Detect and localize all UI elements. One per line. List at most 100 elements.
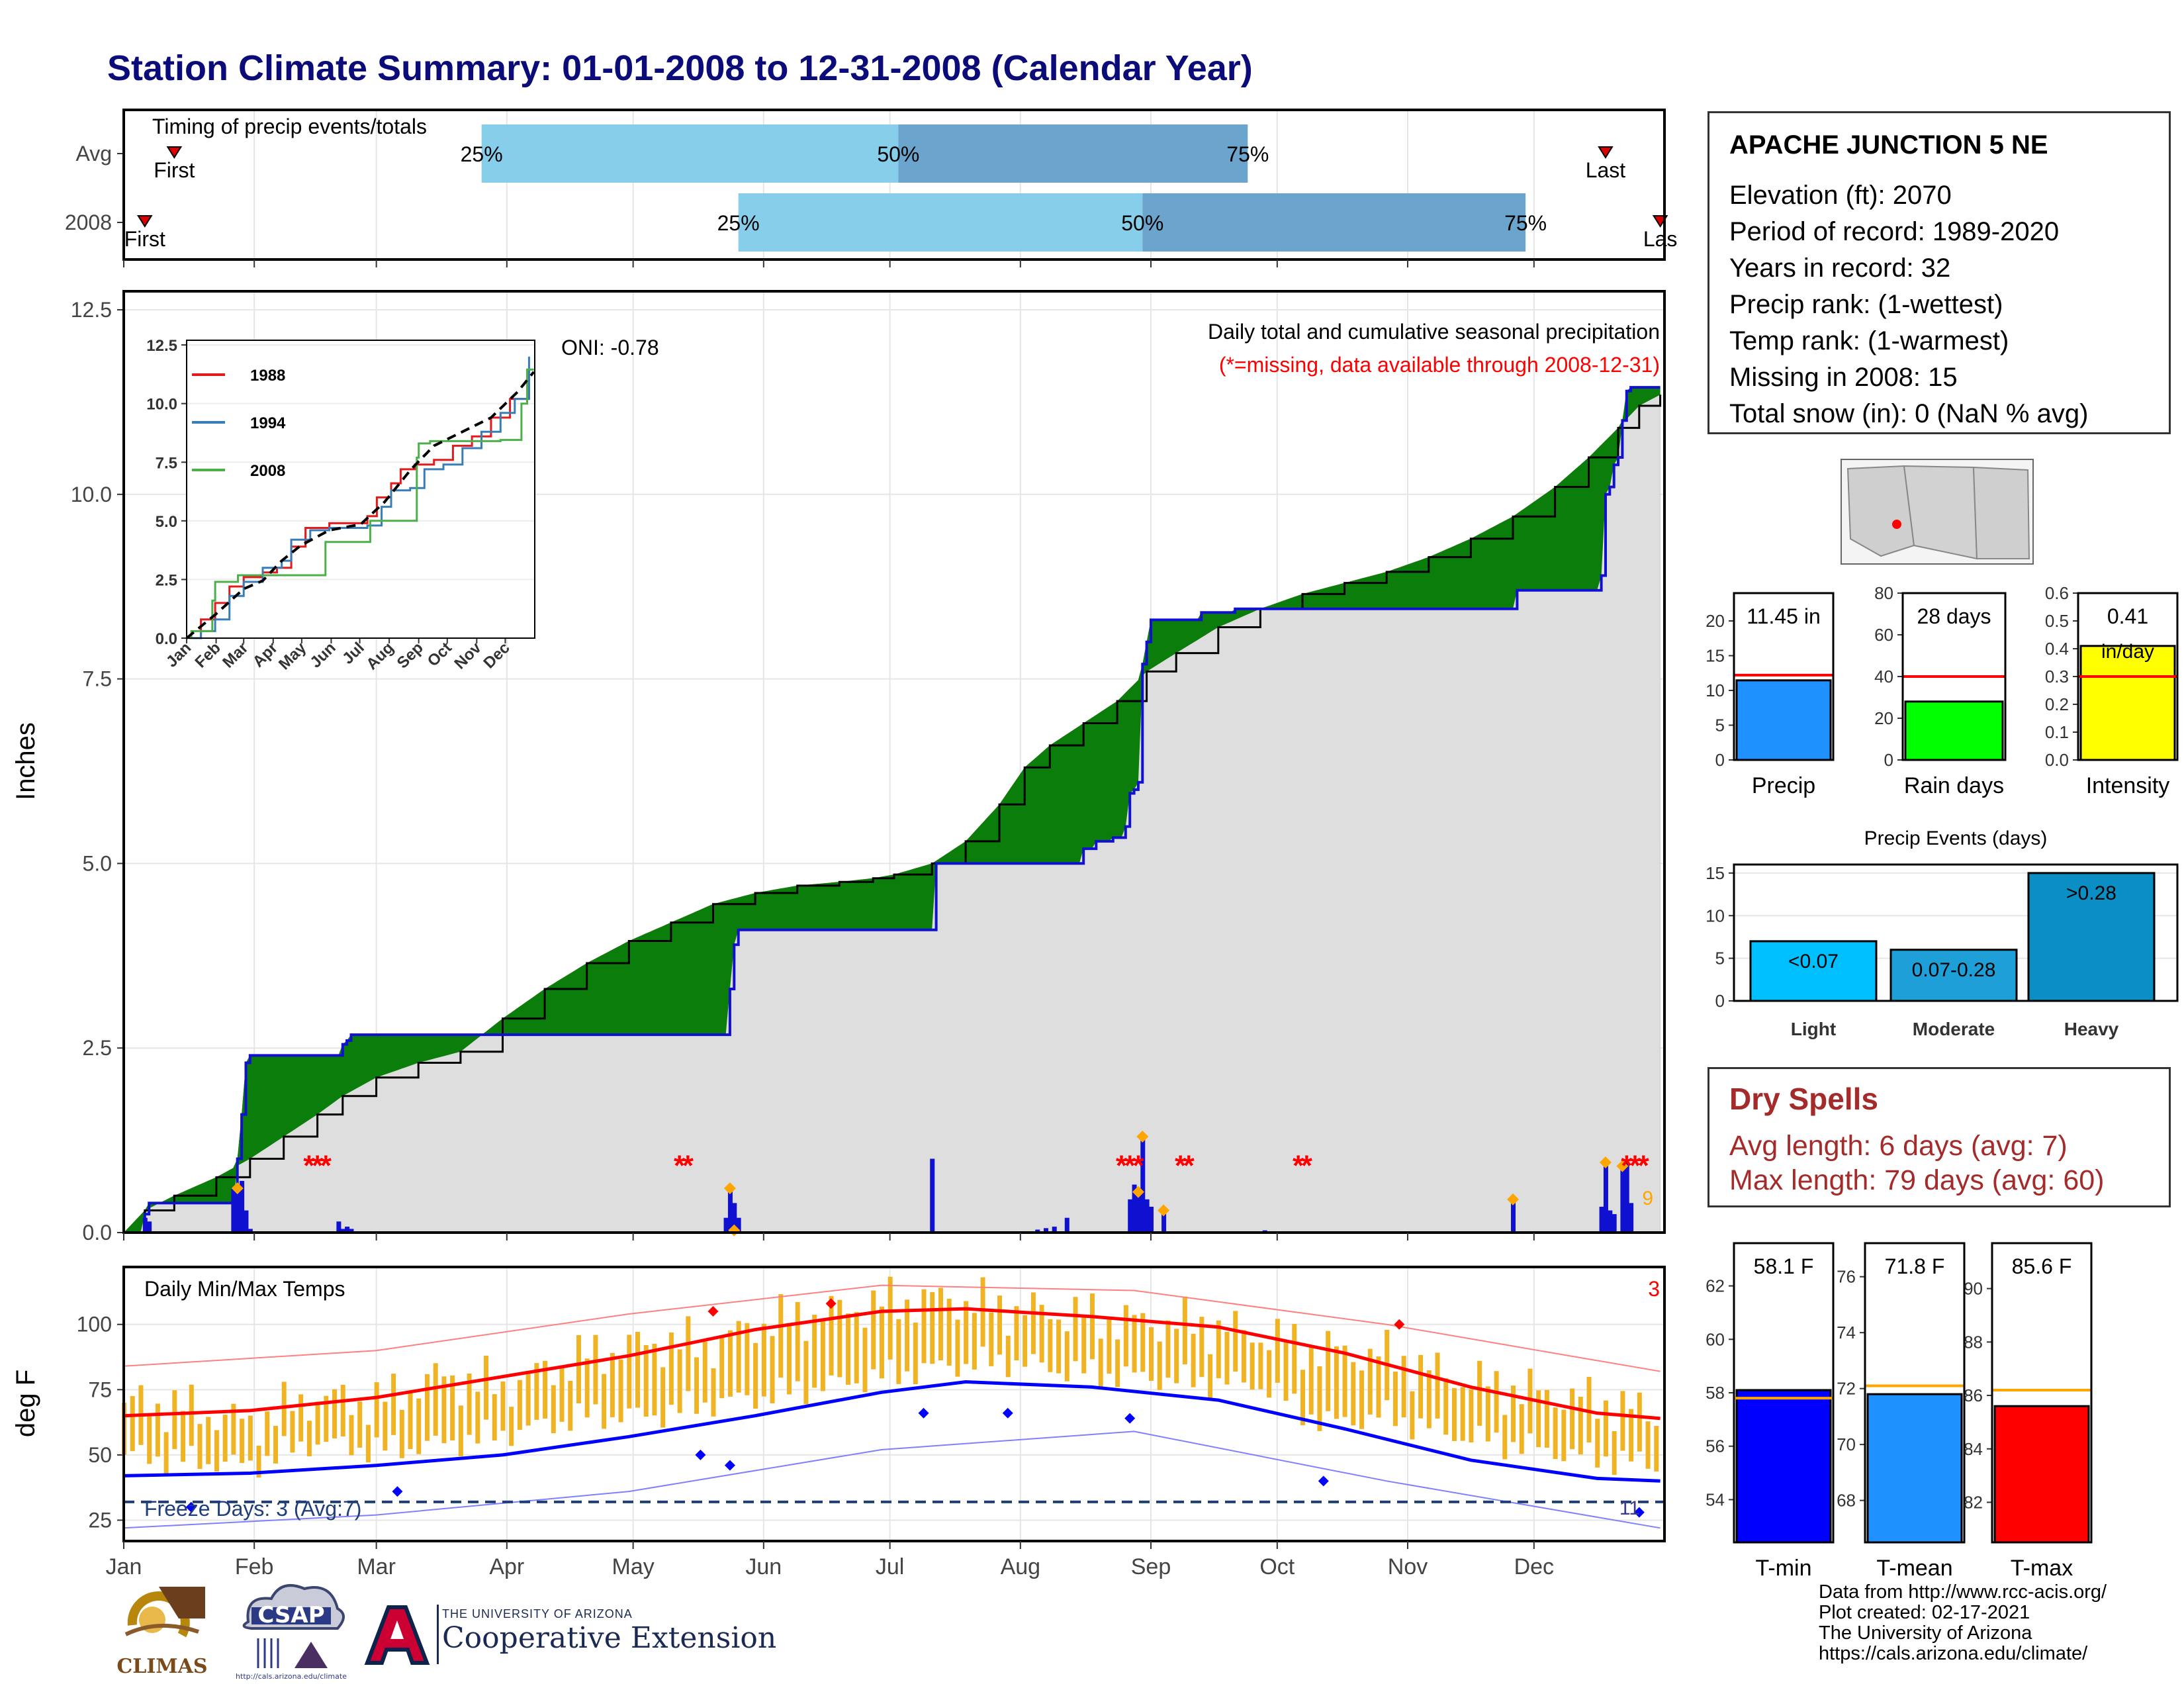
temp-daily-range-bar xyxy=(1469,1389,1474,1443)
inset-legend-label: 2008 xyxy=(250,462,285,480)
temp-daily-range-bar xyxy=(1098,1338,1103,1387)
temp-daily-range-bar xyxy=(306,1421,312,1457)
inset-ytick-label: 12.5 xyxy=(146,337,177,355)
temp-daily-range-bar xyxy=(1292,1323,1297,1394)
temp-daily-range-bar xyxy=(391,1374,396,1435)
temp-daily-range-bar xyxy=(668,1332,674,1405)
timing-label-75: 75% xyxy=(1226,142,1269,166)
inset-ytick-label: 10.0 xyxy=(146,396,177,414)
dry-spells-avg: Avg length: 6 days (avg: 7) xyxy=(1729,1130,2068,1162)
temp-chart-title: Daily Min/Max Temps xyxy=(144,1277,345,1301)
temp-daily-range-bar xyxy=(913,1322,918,1384)
temp-average-min-line xyxy=(123,1380,1661,1483)
temp-daily-range-bar xyxy=(719,1335,725,1399)
temp-daily-range-bar xyxy=(1191,1333,1196,1387)
credit-line: Plot created: 02-17-2021 xyxy=(1819,1602,2030,1623)
rain-days-value-bar xyxy=(1904,700,2004,761)
events-ytick-label: 5 xyxy=(1715,949,1725,968)
locator-map-west-state xyxy=(1846,465,1915,557)
temp-daily-range-bar xyxy=(938,1288,943,1361)
timing-label-50: 50% xyxy=(1121,211,1163,235)
inset-legend-label: 1988 xyxy=(250,367,285,385)
t-min-ytick-label: 58 xyxy=(1706,1383,1725,1403)
events-bar xyxy=(2027,872,2156,1002)
temp-daily-range-bar xyxy=(492,1394,497,1441)
temp-daily-range-bar xyxy=(593,1335,598,1405)
temp-daily-range-bar xyxy=(1326,1331,1331,1411)
t-min-value-label: 58.1 F xyxy=(1754,1254,1814,1278)
precip-missing-marker: * xyxy=(303,1150,315,1182)
temp-daily-range-bar xyxy=(1182,1296,1187,1365)
timing-bar-50-75 xyxy=(1142,193,1526,252)
temp-daily-range-bar xyxy=(846,1313,851,1385)
precip-ytick-label: 2.5 xyxy=(83,1036,112,1060)
temp-daily-range-bar xyxy=(1023,1315,1028,1367)
temp-xtick-label: Oct xyxy=(1259,1554,1295,1579)
temp-daily-range-bar xyxy=(955,1319,960,1377)
temp-daily-range-bar xyxy=(1165,1320,1171,1378)
temp-record-marker xyxy=(724,1460,735,1471)
temp-ylabel: deg F xyxy=(11,1370,40,1437)
precip-missing-marker: * xyxy=(1116,1150,1128,1182)
temp-daily-range-bar xyxy=(248,1415,253,1461)
temp-daily-range-bar xyxy=(189,1384,194,1446)
temp-daily-range-bar xyxy=(1275,1319,1280,1383)
temp-daily-range-bar xyxy=(1410,1391,1415,1440)
temp-daily-range-bar xyxy=(694,1357,700,1414)
temp-daily-range-bar xyxy=(702,1341,707,1403)
precip-missing-marker: * xyxy=(674,1150,686,1182)
temp-daily-range-bar xyxy=(1140,1313,1146,1372)
timing-first-label: First xyxy=(124,227,165,251)
temp-daily-range-bar xyxy=(1132,1315,1137,1373)
temp-daily-range-bar xyxy=(1334,1346,1339,1419)
events-category-label: Moderate xyxy=(1913,1019,1995,1039)
temp-daily-range-bar xyxy=(1612,1430,1617,1476)
temp-daily-range-bar xyxy=(475,1391,480,1444)
temp-daily-range-bar xyxy=(467,1374,472,1435)
temp-daily-range-bar xyxy=(1460,1387,1465,1441)
precip-daily-bar xyxy=(248,1229,253,1233)
precip-ytick-label: 0 xyxy=(1715,750,1725,770)
temp-daily-range-bar xyxy=(1620,1391,1625,1451)
precip-ylabel: Inches xyxy=(11,722,40,800)
temp-daily-range-bar xyxy=(206,1417,211,1464)
inset-series-line xyxy=(187,356,530,639)
temp-daily-range-bar xyxy=(1654,1426,1659,1472)
events-bar-label: 0.07-0.28 xyxy=(1912,959,1996,981)
temp-record-marker xyxy=(1318,1476,1329,1487)
temp-record-marker xyxy=(695,1449,706,1460)
temp-daily-range-bar xyxy=(1392,1372,1398,1427)
timing-bar-25-50 xyxy=(738,193,1143,252)
precip-daily-bar xyxy=(336,1221,341,1233)
precip-ytick-label: 15 xyxy=(1706,646,1725,666)
temp-daily-range-bar xyxy=(1603,1400,1608,1457)
temp-record-marker xyxy=(185,1501,197,1513)
t-mean-value-bar xyxy=(1866,1393,1963,1544)
t-min-ytick-label: 56 xyxy=(1706,1436,1725,1456)
station-missing: Missing in 2008: 15 xyxy=(1729,363,1958,392)
temp-daily-range-bar xyxy=(1426,1370,1432,1429)
precip-daily-bar xyxy=(340,1229,345,1233)
temp-xtick-label: Jan xyxy=(106,1554,142,1579)
precip-missing-marker: * xyxy=(312,1150,324,1182)
t-max-ytick-label: 82 xyxy=(1964,1492,1983,1512)
precip-missing-marker: * xyxy=(1183,1150,1195,1182)
temp-xtick-label: Jun xyxy=(745,1554,782,1579)
temp-daily-range-bar xyxy=(652,1344,657,1416)
climas-logo: CLIMAS xyxy=(106,1579,218,1678)
temp-daily-range-bar xyxy=(1233,1311,1238,1372)
temp-daily-range-bar xyxy=(1519,1404,1524,1454)
temp-daily-range-bar xyxy=(946,1298,952,1366)
temp-daily-range-bar xyxy=(643,1345,649,1417)
precip-daily-bar xyxy=(727,1188,733,1233)
dry-spells-title: Dry Spells xyxy=(1729,1082,1878,1116)
temp-daily-range-bar xyxy=(887,1276,893,1360)
precip-daily-bar xyxy=(1612,1214,1617,1233)
precip-extreme-marker xyxy=(1616,1160,1629,1172)
temp-daily-range-bar xyxy=(509,1407,514,1446)
temp-daily-range-bar xyxy=(1435,1352,1440,1419)
temp-daily-range-bar xyxy=(383,1401,388,1451)
intensity-panel-frame xyxy=(2077,592,2179,761)
temp-daily-range-bar xyxy=(340,1384,345,1436)
t-max-ytick-label: 90 xyxy=(1964,1279,1983,1299)
